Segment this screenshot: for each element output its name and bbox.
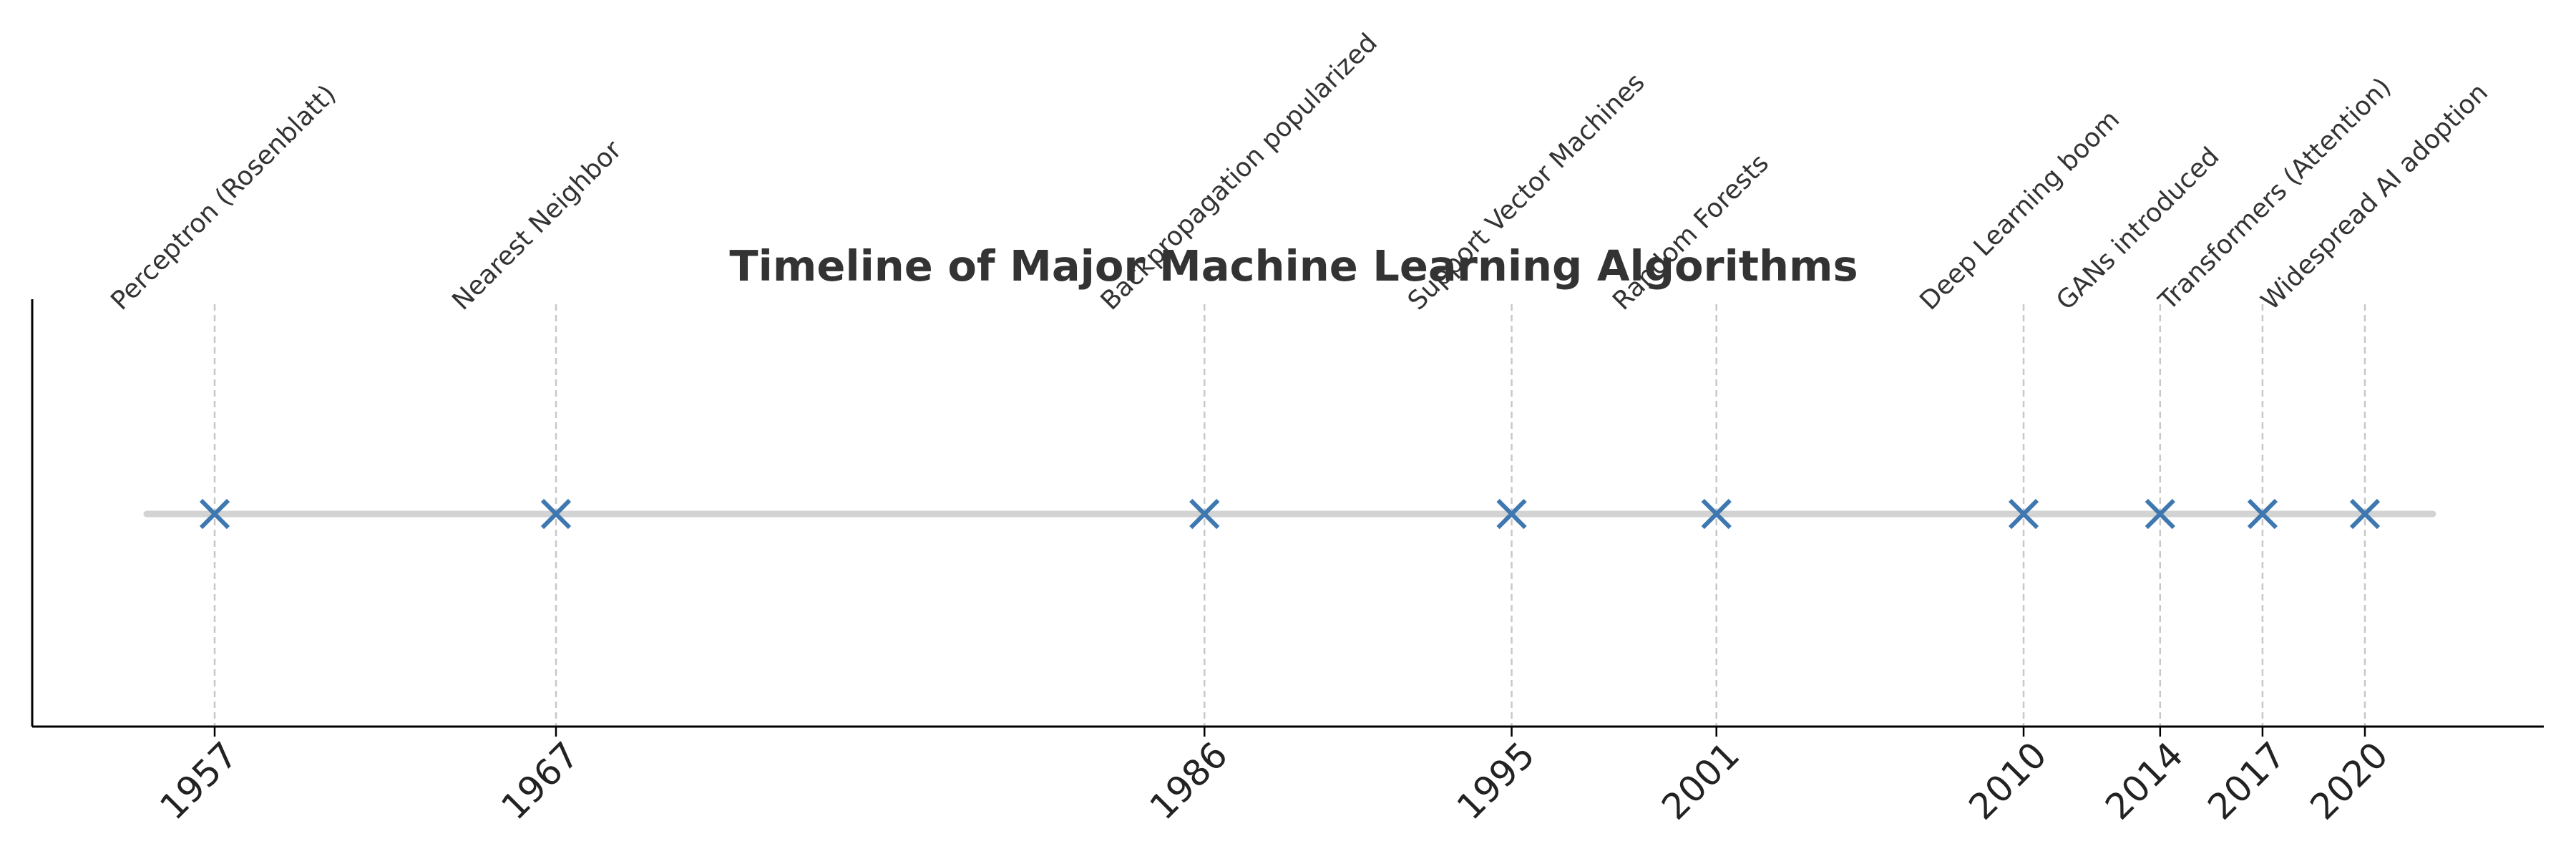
event-marker xyxy=(2145,498,2175,530)
event-label: Perceptron (Rosenblatt) xyxy=(105,79,341,316)
event-label: Random Forests xyxy=(1607,148,1775,316)
event-marker xyxy=(2008,498,2039,530)
x-tick-label: 1967 xyxy=(493,734,587,828)
x-tick-label: 2001 xyxy=(1654,734,1747,828)
x-tick-label: 1957 xyxy=(152,734,245,828)
x-tick-labels: 1957 1967 1986 1995 2001 2010 2014 2017 2020 xyxy=(152,727,2396,828)
event-marker xyxy=(540,498,572,530)
event-label: Nearest Neighbor xyxy=(447,135,628,316)
axes xyxy=(31,299,2544,728)
event-markers xyxy=(199,498,2381,530)
x-tick-label: 2020 xyxy=(2302,734,2396,828)
x-tick-label: 2014 xyxy=(2097,734,2191,828)
event-guide-lines xyxy=(213,304,2366,727)
event-marker xyxy=(2247,498,2278,530)
event-marker xyxy=(2349,498,2381,530)
event-marker xyxy=(1701,498,1732,530)
event-marker xyxy=(199,498,230,530)
x-tick-label: 1986 xyxy=(1142,734,1236,828)
event-marker xyxy=(1496,498,1527,530)
x-tick-label: 2010 xyxy=(1961,734,2054,828)
x-tick-label: 2017 xyxy=(2200,734,2293,828)
x-tick-label: 1995 xyxy=(1449,734,1543,828)
event-marker xyxy=(1189,498,1220,530)
chart-title: Timeline of Major Machine Learning Algor… xyxy=(729,241,1858,291)
